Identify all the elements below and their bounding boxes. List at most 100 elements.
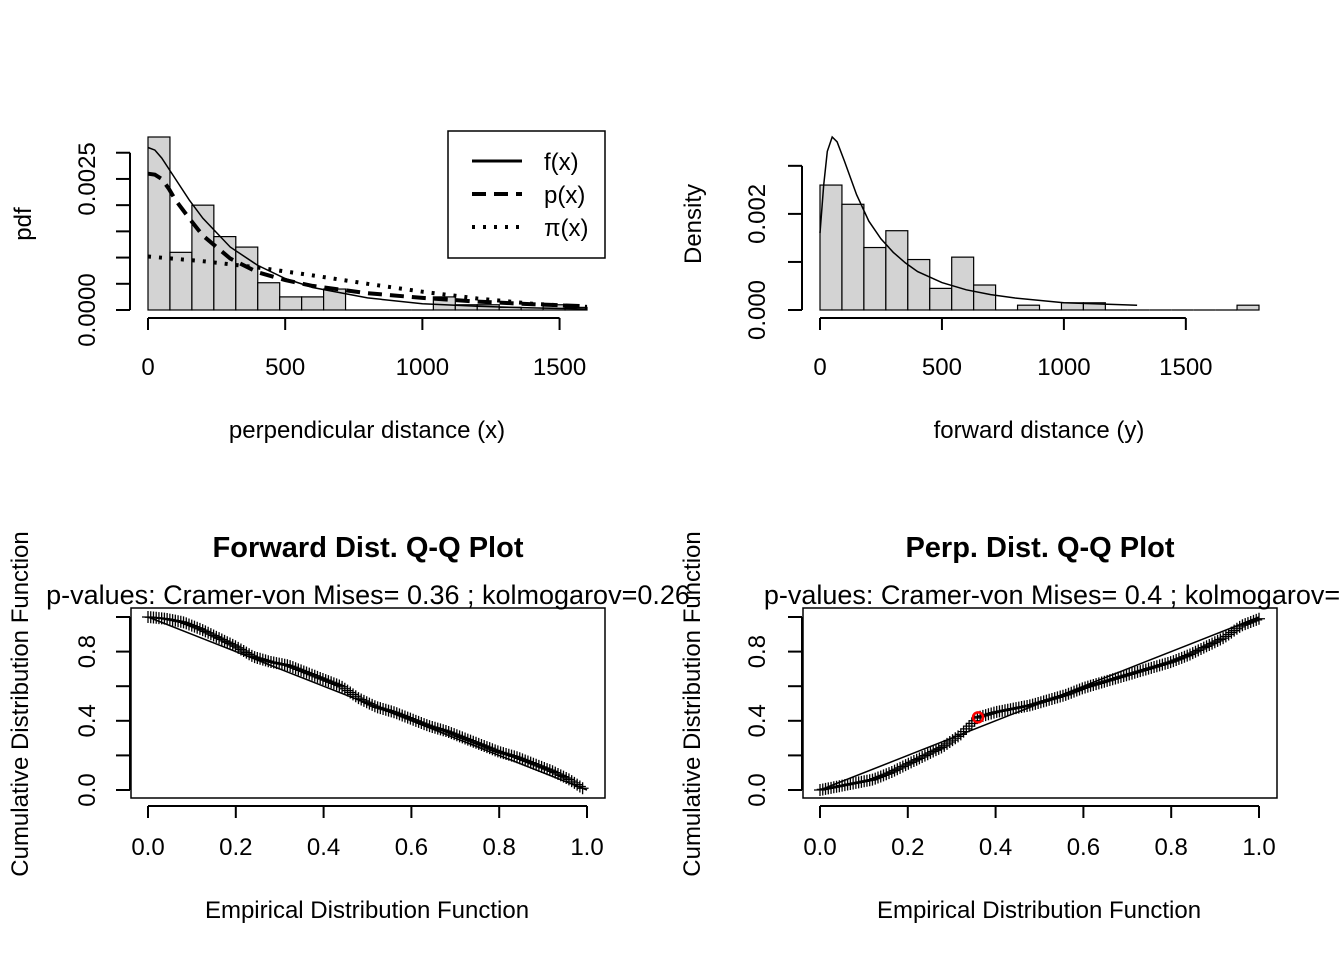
y-tick-label: 0.4 bbox=[74, 704, 101, 737]
qq-point bbox=[322, 675, 335, 688]
x-tick-label: 0.4 bbox=[979, 834, 1012, 861]
histogram-bar bbox=[1016, 304, 1041, 311]
qq-point bbox=[368, 700, 381, 713]
qq-point bbox=[916, 750, 929, 763]
qq-point bbox=[1073, 683, 1086, 696]
qq-point bbox=[199, 625, 212, 638]
qq-point bbox=[450, 729, 463, 742]
y-tick-label: 0.0 bbox=[744, 773, 771, 806]
qq-point bbox=[1239, 618, 1252, 631]
qq-point bbox=[289, 662, 302, 675]
qq-point bbox=[1150, 660, 1163, 673]
pdf-curves bbox=[147, 146, 588, 310]
qq-point bbox=[308, 669, 321, 682]
histogram-bar bbox=[1082, 302, 1106, 311]
qq-point bbox=[494, 746, 507, 759]
qq-point bbox=[224, 637, 237, 650]
histogram-bar bbox=[929, 287, 953, 311]
axes: 0 500 1000 1500 0.000 0.002 bbox=[744, 164, 1213, 381]
qq-point bbox=[1029, 697, 1042, 710]
plot-title: Perp. Dist. Q-Q Plot bbox=[905, 532, 1174, 564]
qq-point bbox=[1054, 690, 1067, 703]
qq-point bbox=[1076, 682, 1089, 695]
qq-point bbox=[295, 664, 308, 677]
qq-point bbox=[1084, 679, 1097, 692]
qq-point bbox=[1109, 672, 1122, 685]
qq-point bbox=[218, 634, 231, 647]
qq-point bbox=[204, 628, 217, 641]
qq-point bbox=[379, 703, 392, 716]
qq-point bbox=[1145, 661, 1158, 674]
qq-point bbox=[508, 750, 521, 763]
qq-point bbox=[1189, 645, 1202, 658]
qq-point bbox=[434, 723, 447, 736]
x-tick-label: 0 bbox=[141, 354, 154, 381]
qq-point bbox=[1070, 684, 1083, 697]
x-tick-label: 0.2 bbox=[219, 834, 252, 861]
qq-point bbox=[1128, 666, 1141, 679]
axes: 0.0 0.2 0.4 0.6 0.8 1.0 0.0 0.4 0.8 bbox=[744, 616, 1276, 861]
qq-point bbox=[1079, 681, 1092, 694]
legend-label-f: f(x) bbox=[544, 149, 579, 176]
panel-perpendicular-qq: 0.0 0.2 0.4 0.6 0.8 1.0 0.0 0.4 0.8 Perp. Dist. … bbox=[679, 531, 1340, 924]
x-tick-label: 1000 bbox=[396, 354, 449, 381]
qq-point bbox=[412, 715, 425, 728]
qq-point bbox=[888, 764, 901, 777]
qq-point bbox=[330, 678, 343, 691]
qq-point bbox=[1170, 654, 1183, 667]
histogram-bar bbox=[1236, 304, 1260, 311]
qq-point bbox=[248, 651, 261, 664]
qq-point bbox=[349, 690, 362, 703]
qq-point bbox=[1181, 649, 1194, 662]
y-tick-label: 0.0 bbox=[74, 773, 101, 806]
qq-point bbox=[1178, 650, 1191, 663]
x-tick-label: 0.0 bbox=[803, 834, 836, 861]
y-axis-label: Density bbox=[680, 184, 707, 264]
qq-point bbox=[896, 760, 909, 773]
qq-point bbox=[297, 665, 310, 678]
y-tick-label: 0.8 bbox=[74, 635, 101, 668]
x-tick-label: 0.8 bbox=[1155, 834, 1188, 861]
qq-point bbox=[393, 708, 406, 721]
qq-point bbox=[910, 753, 923, 766]
x-axis-label: perpendicular distance (x) bbox=[229, 417, 505, 444]
qq-point bbox=[960, 722, 973, 735]
qq-point bbox=[1106, 673, 1119, 686]
qq-point bbox=[259, 654, 272, 667]
qq-point bbox=[229, 640, 242, 653]
panel-perpendicular-histogram: 0 500 1000 1500 0.0000 0.0025 perpendicular d… bbox=[10, 130, 606, 444]
qq-point bbox=[256, 653, 269, 666]
histogram-bar bbox=[841, 203, 865, 311]
qq-point bbox=[524, 756, 537, 769]
qq-point bbox=[1125, 667, 1138, 680]
legend-label-pi: π(x) bbox=[544, 215, 589, 242]
qq-point bbox=[1051, 691, 1064, 704]
qq-point bbox=[1098, 675, 1111, 688]
qq-point bbox=[388, 706, 401, 719]
qq-point bbox=[193, 622, 206, 635]
qq-point bbox=[521, 755, 534, 768]
x-tick-label: 1500 bbox=[1159, 354, 1212, 381]
qq-point bbox=[907, 755, 920, 768]
qq-point bbox=[316, 673, 329, 686]
qq-point bbox=[1032, 697, 1045, 710]
histogram-bar bbox=[819, 184, 843, 311]
qq-point bbox=[552, 767, 565, 780]
qq-point bbox=[226, 638, 239, 651]
x-tick-label: 500 bbox=[265, 354, 305, 381]
qq-point bbox=[240, 646, 253, 659]
qq-point bbox=[1117, 670, 1130, 683]
qq-point bbox=[1062, 687, 1075, 700]
qq-point bbox=[221, 636, 234, 649]
qq-point bbox=[1167, 655, 1180, 668]
qq-point bbox=[374, 702, 387, 715]
qq-point bbox=[396, 709, 409, 722]
qq-point bbox=[475, 738, 488, 751]
qq-point bbox=[1233, 620, 1246, 633]
qq-point bbox=[333, 679, 346, 692]
x-axis-label: Empirical Distribution Function bbox=[877, 897, 1201, 924]
qq-point bbox=[355, 693, 368, 706]
x-tick-label: 0.8 bbox=[483, 834, 516, 861]
qq-point bbox=[927, 745, 940, 758]
qq-point bbox=[188, 620, 201, 633]
